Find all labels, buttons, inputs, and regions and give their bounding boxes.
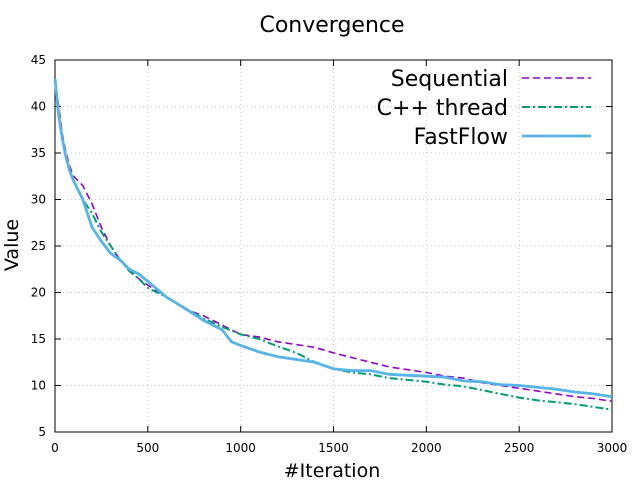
- y-tick-label: 45: [31, 53, 46, 67]
- x-axis-label: #Iteration: [284, 460, 381, 480]
- x-tick-label: 1000: [225, 441, 256, 455]
- y-tick-label: 35: [31, 146, 46, 160]
- series-line-fastflow: [53, 78, 613, 399]
- x-tick-label: 1500: [318, 441, 349, 455]
- legend: Sequential C++ thread FastFlow: [377, 67, 591, 150]
- y-tick-label: 30: [31, 193, 46, 207]
- y-axis-label: Value: [1, 219, 23, 271]
- x-axis: 0 500 1000 1500 2000 2500 3000: [51, 60, 627, 455]
- series-layer: [53, 78, 613, 411]
- x-tick-label: 0: [51, 441, 59, 455]
- y-axis: 5 10 15 20 25 30 35 40 45: [31, 53, 612, 439]
- legend-label-sequential: Sequential: [391, 67, 508, 92]
- legend-label-c-thread: C++ thread: [377, 96, 508, 121]
- x-tick-label: 2000: [411, 441, 442, 455]
- grid: [55, 60, 612, 432]
- series-line-c-thread: [54, 78, 613, 411]
- series-line-sequential: [54, 78, 613, 403]
- y-tick-label: 25: [31, 239, 46, 253]
- chart-title: Convergence: [259, 13, 404, 38]
- legend-label-fastflow: FastFlow: [414, 125, 508, 150]
- y-tick-label: 15: [31, 332, 46, 346]
- y-tick-label: 10: [31, 379, 46, 393]
- y-tick-label: 20: [31, 286, 46, 300]
- x-tick-label: 3000: [597, 441, 628, 455]
- y-tick-label: 40: [31, 100, 46, 114]
- x-tick-label: 2500: [504, 441, 535, 455]
- y-tick-label: 5: [38, 425, 46, 439]
- x-tick-label: 500: [136, 441, 159, 455]
